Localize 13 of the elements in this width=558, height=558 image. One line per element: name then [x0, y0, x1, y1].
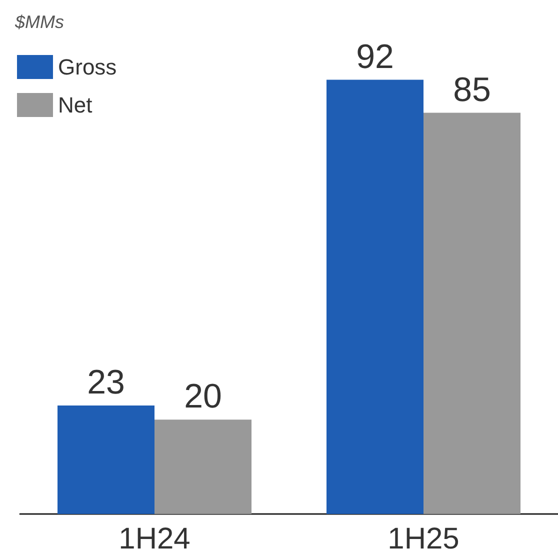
legend-label: Net: [58, 92, 92, 118]
bar: [58, 405, 154, 514]
y-axis-title: $MMs: [14, 12, 64, 32]
legend-label: Gross: [58, 54, 117, 80]
x-tick-label: 1H25: [388, 522, 460, 556]
data-label: 23: [87, 363, 125, 402]
data-label: 85: [453, 70, 491, 109]
bar: [326, 80, 424, 514]
bar: [154, 420, 252, 514]
x-tick-label: 1H24: [118, 522, 190, 556]
data-label: 20: [184, 378, 222, 416]
data-label: 92: [356, 38, 394, 76]
bar: [424, 112, 520, 514]
